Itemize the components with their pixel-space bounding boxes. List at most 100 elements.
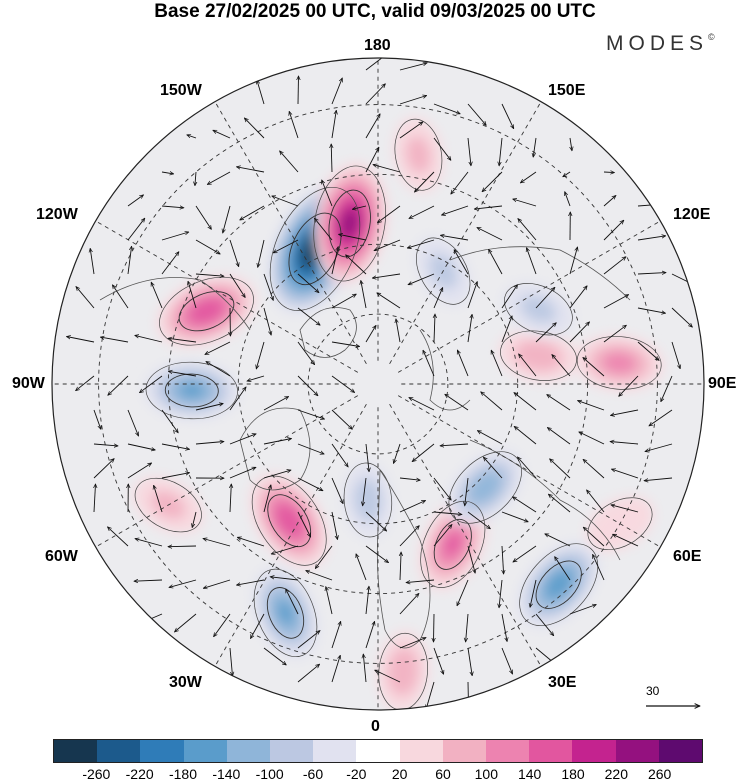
wind-vector — [229, 239, 239, 267]
colorbar-tick-label: -180 — [168, 766, 198, 782]
wind-vector — [474, 205, 503, 209]
wind-vector — [457, 579, 469, 606]
wind-vector — [433, 647, 444, 674]
wind-vector — [331, 477, 344, 504]
wind-vector — [514, 393, 537, 411]
wind-vector — [331, 110, 336, 139]
wind-vector — [365, 325, 376, 343]
wind-vector — [671, 341, 680, 369]
wind-vector — [489, 249, 503, 275]
wind-vector — [258, 239, 265, 267]
wind-vector — [372, 273, 401, 278]
colorbar-tick-label: -140 — [212, 766, 241, 782]
wind-vector — [637, 236, 666, 241]
colorbar — [53, 739, 703, 763]
wind-vector — [352, 205, 367, 209]
wind-vector — [93, 409, 101, 429]
wind-vector — [569, 605, 596, 615]
wind-vector — [501, 647, 513, 674]
wind-vector — [297, 631, 320, 649]
contour-ring — [448, 451, 522, 524]
wind-vector — [263, 485, 271, 513]
wind-vector — [433, 137, 451, 160]
wind-vector — [399, 63, 427, 71]
wind-vector — [442, 205, 469, 215]
wind-vector — [151, 282, 163, 309]
wind-vector — [434, 314, 435, 343]
wind-vector — [94, 484, 96, 513]
wind-vector — [229, 467, 256, 479]
colorbar-swatch — [658, 740, 703, 762]
wind-vector — [195, 442, 224, 445]
lon-label-150w: 150W — [160, 82, 202, 99]
anomaly-blob — [342, 460, 393, 540]
meridian-line — [214, 403, 367, 667]
wind-vector — [203, 539, 231, 547]
wind-vector — [195, 273, 224, 276]
wind-vector — [365, 545, 389, 563]
wind-vector — [644, 477, 673, 481]
wind-vector — [229, 273, 245, 298]
wind-vector — [140, 375, 163, 393]
wind-vector — [535, 323, 556, 343]
colorbar-swatch — [54, 740, 98, 762]
wind-vector — [467, 647, 472, 676]
wind-vector — [555, 557, 571, 581]
wind-vector — [76, 287, 95, 309]
wind-vector — [399, 526, 419, 547]
wind-vector — [161, 443, 190, 449]
colorbar-tick-label: -100 — [255, 766, 284, 782]
wind-vector — [112, 285, 129, 309]
wind-vector — [127, 218, 145, 241]
wind-vector — [579, 431, 605, 445]
wind-vector — [527, 248, 537, 275]
wind-vector — [365, 114, 380, 139]
wind-vector — [501, 613, 507, 642]
wind-vector — [451, 171, 469, 194]
wind-vector — [547, 395, 571, 411]
anomaly-blob — [156, 275, 257, 347]
wind-vector — [306, 571, 333, 581]
wind-vector — [203, 579, 231, 588]
wind-vector — [280, 151, 299, 173]
wind-vector — [188, 281, 197, 309]
wind-vector — [363, 477, 367, 506]
wind-vector — [399, 96, 427, 105]
wind-vector — [263, 397, 289, 411]
wind-vector — [611, 409, 639, 415]
wind-vector — [214, 613, 231, 637]
anomaly-blob — [575, 335, 664, 391]
wind-vector — [67, 337, 95, 343]
brand-text: MODES — [606, 32, 709, 55]
wind-vector — [501, 316, 512, 343]
wind-vector — [603, 257, 626, 275]
colorbar-swatch — [356, 740, 400, 762]
wind-vector — [154, 485, 163, 513]
wind-vector — [409, 397, 435, 411]
map-title: Base 27/02/2025 00 UTC, valid 09/03/2025… — [154, 1, 596, 22]
wind-vector — [520, 171, 537, 183]
wind-vector — [409, 205, 435, 219]
wind-vector — [339, 234, 367, 241]
wind-vector — [297, 511, 312, 537]
wind-vector — [415, 171, 435, 192]
meridian-line — [214, 101, 367, 365]
wind-vector — [195, 171, 196, 186]
colorbar-swatch — [529, 740, 573, 762]
wind-vector — [240, 205, 265, 220]
meridian-line — [95, 395, 359, 548]
colorbar-swatch — [97, 740, 141, 762]
wind-vector — [297, 307, 320, 325]
wind-vector — [244, 118, 265, 139]
wind-vector — [530, 579, 537, 607]
wind-vector — [454, 250, 469, 275]
wind-vector — [326, 587, 333, 615]
contour-ring — [504, 283, 573, 336]
wind-vector — [637, 273, 666, 274]
lon-label-60w: 60W — [45, 548, 78, 565]
colorbar-tick-label: 220 — [604, 766, 629, 782]
wind-vector — [365, 443, 369, 472]
wind-vector — [603, 325, 626, 343]
wind-vector — [637, 307, 666, 313]
